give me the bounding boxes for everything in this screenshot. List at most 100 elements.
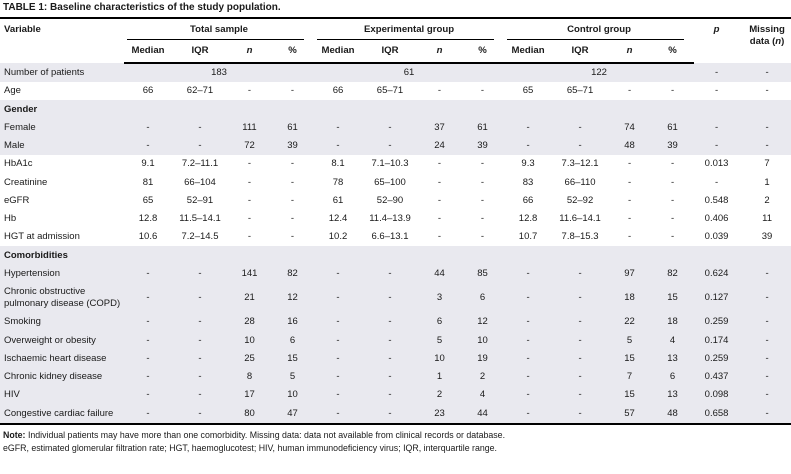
- table-cell: 141: [241, 267, 258, 279]
- table-cell: -: [437, 158, 442, 170]
- table-cell: 80: [228, 404, 271, 425]
- table-cell: -: [627, 231, 632, 243]
- abbreviations-text: eGFR, estimated glomerular filtration ra…: [3, 442, 497, 453]
- table-cell: -: [172, 404, 228, 425]
- table-cell: -: [437, 194, 442, 206]
- table-cell: 4: [479, 389, 486, 401]
- table-cell: 5: [436, 334, 443, 346]
- table-cell: 39: [287, 140, 298, 152]
- table-row: HGT at admission 10.6 7.2–14.5 - - 10.2 6.6–13…: [0, 228, 791, 246]
- table-cell: 66: [332, 85, 344, 97]
- table-cell: -: [670, 85, 675, 97]
- table-cell: 39: [761, 231, 773, 243]
- missing-header-paren: ): [781, 35, 785, 47]
- table-row: Chronic obstructive pulmonary disease (C…: [0, 282, 791, 314]
- table-cell: -: [504, 404, 553, 425]
- table-cell: 78: [332, 176, 344, 188]
- table-cell: 37: [434, 121, 445, 133]
- table-cell: -: [388, 121, 392, 133]
- table-cell: 0.127: [704, 292, 729, 304]
- table-cell: 6: [289, 334, 296, 346]
- table-cell: 12.8: [138, 213, 158, 225]
- table-cell: 12.4: [328, 213, 348, 225]
- table-cell: -: [670, 231, 675, 243]
- table-cell: -: [714, 85, 719, 97]
- table-cell: 65: [522, 85, 534, 97]
- table-cell: -: [526, 267, 530, 279]
- table-cell: -: [247, 213, 252, 225]
- table-cell: -: [765, 316, 769, 328]
- table-cell: -: [336, 334, 340, 346]
- table-row: HbA1c 9.1 7.2–11.1 - - 8.1 7.1–10.3 - - 9.3 7.3–12…: [0, 155, 791, 173]
- table-row: Congestive cardiac failure - -80 47- -23 44- -…: [0, 404, 791, 425]
- table-cell: 0.013: [704, 158, 729, 170]
- table-row: Smoking - - 28 16 - - 6 12 - - 22 18 0.259 -: [0, 313, 791, 332]
- table-cell: 48: [624, 140, 635, 152]
- table-row: Creatinine 81 66–104 - - 78 65–100 - - 83 66–110 - -…: [0, 173, 791, 191]
- table-cell: -: [290, 194, 295, 206]
- table-row: Comorbidities: [0, 246, 791, 265]
- table-cell: -: [198, 389, 202, 401]
- table-cell: -: [146, 121, 150, 133]
- table-cell: -: [480, 213, 485, 225]
- table-cell: 66–110: [564, 176, 596, 188]
- table-row: Overweight or obesity - - 10 6 - - 5 10 - - 5 4 0.174…: [0, 331, 791, 350]
- table-cell: -: [336, 140, 340, 152]
- table-cell: -: [388, 352, 392, 364]
- table-cell: -: [290, 85, 295, 97]
- subheader-n: n: [418, 41, 461, 64]
- table-cell: 74: [624, 121, 635, 133]
- table-cell: -: [627, 158, 632, 170]
- table-cell: 8.1: [331, 158, 345, 170]
- table-cell: 61: [667, 121, 678, 133]
- note-line-2: eGFR, estimated glomerular filtration ra…: [3, 442, 788, 455]
- table-cell: -: [578, 267, 582, 279]
- table-cell: -: [578, 292, 582, 304]
- table-cell: 10: [244, 334, 255, 346]
- subheader-median: Median: [124, 41, 172, 64]
- table-cell: -: [714, 121, 719, 133]
- table-cell: -: [765, 267, 769, 279]
- table-cell: 0.624: [704, 267, 729, 279]
- group-header-control: Control group: [567, 24, 632, 35]
- table-caption-text: Baseline characteristics of the study po…: [50, 2, 281, 13]
- table-cell: 22: [624, 316, 635, 328]
- table-cell: -: [388, 371, 392, 383]
- subheader-n: n: [228, 41, 271, 64]
- row-label: eGFR: [4, 194, 30, 206]
- table-cell: -: [765, 85, 769, 97]
- table-cell: 6.6–13.1: [371, 231, 409, 243]
- table-cell: -: [526, 334, 530, 346]
- table-cell: 65–71: [566, 85, 594, 97]
- table-cell: 2: [764, 194, 770, 206]
- table-cell: 48: [651, 404, 695, 425]
- group-underline-experimental: [314, 37, 504, 42]
- table-row: Gender: [0, 100, 791, 119]
- table-cell: 7.1–10.3: [371, 158, 409, 170]
- subheader-pct: %: [651, 41, 695, 64]
- table-cell: -: [247, 194, 252, 206]
- table-cell: 10: [434, 352, 445, 364]
- row-label: HGT at admission: [4, 231, 80, 243]
- table-cell: -: [198, 316, 202, 328]
- table-cell: -: [247, 158, 252, 170]
- table-cell: 7: [764, 158, 770, 170]
- table-cell: 57: [608, 404, 652, 425]
- table-cell: 39: [667, 140, 678, 152]
- table-cell: 15: [287, 352, 298, 364]
- table-cell: -: [526, 389, 530, 401]
- row-label: Hb: [4, 213, 17, 225]
- table-cell: 72: [244, 140, 255, 152]
- row-label: Overweight or obesity: [4, 334, 96, 346]
- table-cell: 81: [142, 176, 154, 188]
- table-cell: 66: [522, 194, 534, 206]
- table-cell: -: [146, 389, 150, 401]
- table-cell: 0.098: [704, 389, 729, 401]
- table-cell: 0.437: [704, 371, 729, 383]
- table-cell: -: [526, 316, 530, 328]
- row-label: Number of patients: [4, 66, 85, 78]
- table-cell: -: [714, 66, 719, 78]
- table-cell: -: [765, 121, 769, 133]
- note-label: Note:: [3, 429, 26, 440]
